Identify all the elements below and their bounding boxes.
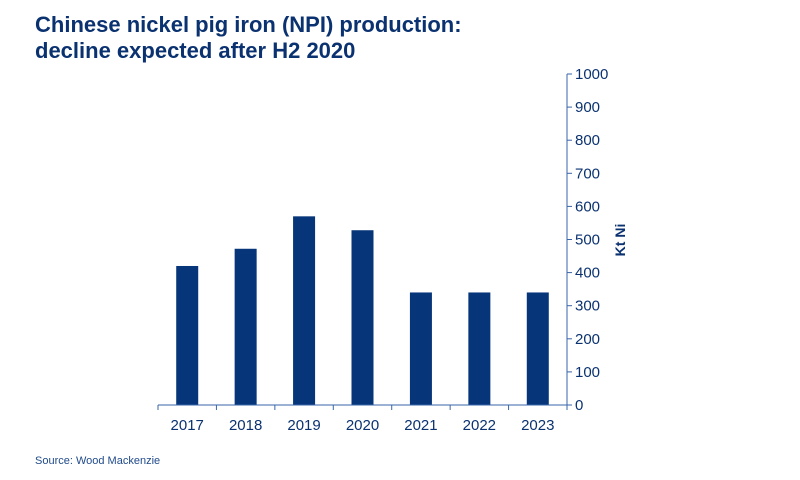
- chart-title-line-2: decline expected after H2 2020: [35, 38, 356, 63]
- bar-2019: [293, 216, 316, 405]
- y-tick-label: 400: [575, 265, 600, 282]
- x-tick-label: 2017: [171, 417, 204, 434]
- bar-2023: [526, 292, 549, 405]
- bar-2017: [176, 265, 199, 405]
- x-tick-label: 2021: [404, 417, 437, 434]
- y-tick-label: 300: [575, 298, 600, 315]
- x-tick-label: 2018: [229, 417, 262, 434]
- y-tick-label: 1000: [575, 66, 608, 83]
- x-tick-label: 2022: [463, 417, 496, 434]
- chart-title-line-1: Chinese nickel pig iron (NPI) production…: [35, 12, 462, 37]
- y-tick-label: 800: [575, 132, 600, 149]
- x-tick-label: 2020: [346, 417, 379, 434]
- y-tick-label: 700: [575, 165, 600, 182]
- bar-2022: [468, 292, 491, 405]
- y-axis-label: Kt Ni: [612, 224, 628, 257]
- chart-title: Chinese nickel pig iron (NPI) production…: [35, 12, 462, 64]
- x-tick-label: 2019: [287, 417, 320, 434]
- y-tick-label: 500: [575, 232, 600, 249]
- y-tick-label: 0: [575, 397, 583, 414]
- x-tick-label: 2023: [521, 417, 554, 434]
- bar-2020: [351, 230, 374, 405]
- y-tick-label: 900: [575, 99, 600, 116]
- y-tick-label: 600: [575, 198, 600, 215]
- y-tick-label: 100: [575, 364, 600, 381]
- source-note: Source: Wood Mackenzie: [35, 455, 161, 467]
- y-tick-label: 200: [575, 331, 600, 348]
- bar-2018: [234, 248, 257, 405]
- bar-2021: [409, 292, 432, 405]
